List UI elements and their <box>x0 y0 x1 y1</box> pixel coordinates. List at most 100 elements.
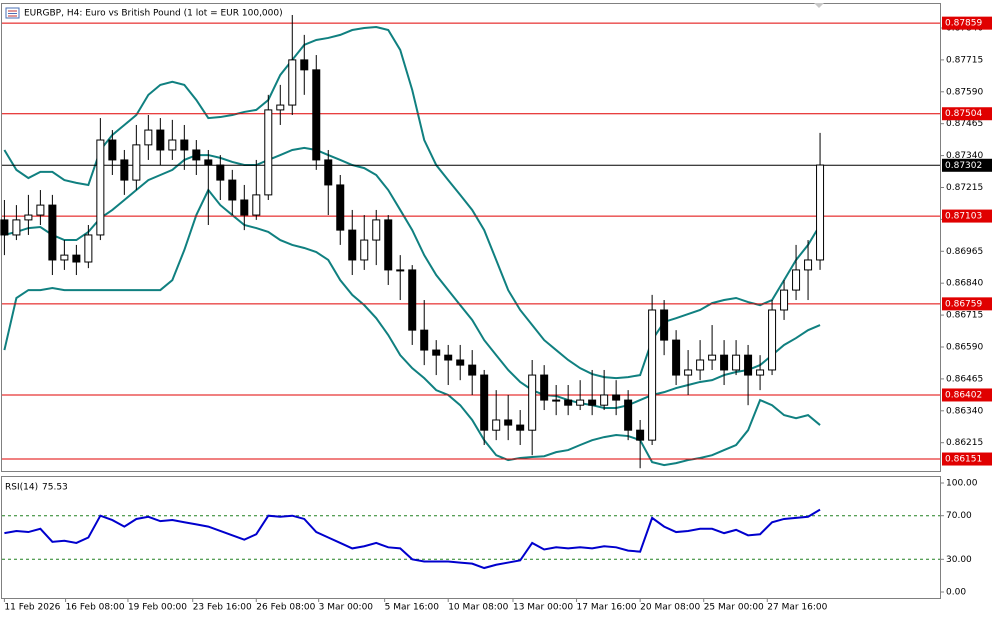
candle-body <box>468 364 477 376</box>
y-tick-label: 0.87590 <box>946 87 983 97</box>
candle-body <box>456 359 465 366</box>
candle-body <box>180 139 189 151</box>
level-box <box>942 107 992 121</box>
candle-body <box>348 229 357 261</box>
y-tick-label: 0.86715 <box>946 311 983 321</box>
candle-body <box>240 199 249 216</box>
candle-body <box>720 354 729 371</box>
level-label: 0.86151 <box>945 455 982 465</box>
y-tick-label: 0.00 <box>946 588 966 598</box>
plot <box>0 14 940 469</box>
band-upper <box>3 25 821 380</box>
level-label: 0.87103 <box>945 212 982 222</box>
candle-body <box>432 349 441 356</box>
y-tick-label: 0.86465 <box>946 374 983 384</box>
band-middle <box>4 146 821 409</box>
candle-body <box>36 204 45 216</box>
rsi-line <box>4 508 821 570</box>
price-label: 0.87302 <box>945 161 982 171</box>
band-lower <box>3 188 821 467</box>
candle-body <box>684 369 693 376</box>
candle-body <box>636 429 645 441</box>
y-tick-label: 0.86340 <box>946 406 983 416</box>
candle-body <box>336 184 345 231</box>
candle-body <box>252 194 261 216</box>
candle-body <box>612 394 621 401</box>
candle-body <box>480 374 489 431</box>
y-tick-label: 0.87215 <box>946 183 983 193</box>
candle-body <box>564 399 573 406</box>
y-tick-label: 0.86840 <box>946 279 983 289</box>
level-box <box>942 16 992 30</box>
candle-body <box>588 399 597 406</box>
x-tick-label: 20 Mar 08:00 <box>640 603 700 613</box>
y-tick-label: 0.87715 <box>946 55 983 65</box>
candle-body <box>516 424 525 431</box>
candle-body <box>0 219 9 236</box>
candle-body <box>144 129 153 146</box>
candle-body <box>624 399 633 431</box>
rsi-value: 75.53 <box>42 483 68 493</box>
candle-body <box>504 419 513 426</box>
candle-body <box>276 104 285 111</box>
chart-title: EURGBP, H4: Euro vs British Pound (1 lot… <box>24 9 283 19</box>
candle-body <box>540 374 549 401</box>
candle-body <box>192 149 201 161</box>
x-tick-label: 16 Feb 08:00 <box>66 603 125 613</box>
main-frame <box>1 3 941 472</box>
y-tick-label: 0.86965 <box>946 247 983 257</box>
x-tick-label: 13 Mar 00:00 <box>513 603 573 613</box>
x-tick-label: 26 Feb 08:00 <box>256 603 315 613</box>
candle-body <box>264 109 273 196</box>
candle-body <box>444 354 453 361</box>
candle-body <box>24 214 33 221</box>
y-tick-label: 0.86215 <box>946 438 983 448</box>
candle-body <box>72 254 81 263</box>
candle-body <box>744 354 753 376</box>
candle-body <box>696 359 705 371</box>
candle-body <box>108 139 117 161</box>
y-tick-label: 30.00 <box>946 555 972 565</box>
candle-body <box>360 239 369 261</box>
candle-body <box>312 69 321 161</box>
price-box <box>942 158 992 172</box>
rsi-frame <box>1 476 941 599</box>
candle-body <box>96 139 105 236</box>
symbol-icon <box>5 7 20 19</box>
candle-body <box>792 269 801 291</box>
candle-body <box>420 329 429 351</box>
level-box <box>942 209 992 223</box>
candle-body <box>372 219 381 241</box>
candle-body <box>576 399 585 406</box>
candle-body <box>780 289 789 311</box>
candle-body <box>300 59 309 71</box>
candle-body <box>288 59 297 106</box>
shift-marker <box>814 3 824 8</box>
candle-body <box>816 164 825 261</box>
candle-body <box>672 339 681 376</box>
y-tick-label: 0.87340 <box>946 151 983 161</box>
rsi-title: RSI(14) <box>5 483 38 493</box>
candle-body <box>48 204 57 261</box>
x-tick-label: 19 Feb 00:00 <box>128 603 187 613</box>
y-tick-label: 0.86590 <box>946 342 983 352</box>
candle-body <box>396 269 405 272</box>
y-tick-label: 70.00 <box>946 511 972 521</box>
candle-body <box>708 354 717 361</box>
candle-body <box>804 259 813 271</box>
candle-body <box>492 419 501 431</box>
level-label: 0.86402 <box>945 390 982 400</box>
candle-body <box>600 394 609 406</box>
x-tick-label: 5 Mar 16:00 <box>385 603 440 613</box>
candle-body <box>132 144 141 181</box>
candle-body <box>216 164 225 181</box>
y-tick-label: 100.00 <box>946 478 978 488</box>
candle-body <box>60 254 69 261</box>
level-label: 0.86759 <box>945 299 982 309</box>
level-label: 0.87504 <box>945 109 982 119</box>
candle-body <box>732 354 741 371</box>
candle-body <box>648 309 657 441</box>
x-tick-label: 10 Mar 08:00 <box>448 603 508 613</box>
